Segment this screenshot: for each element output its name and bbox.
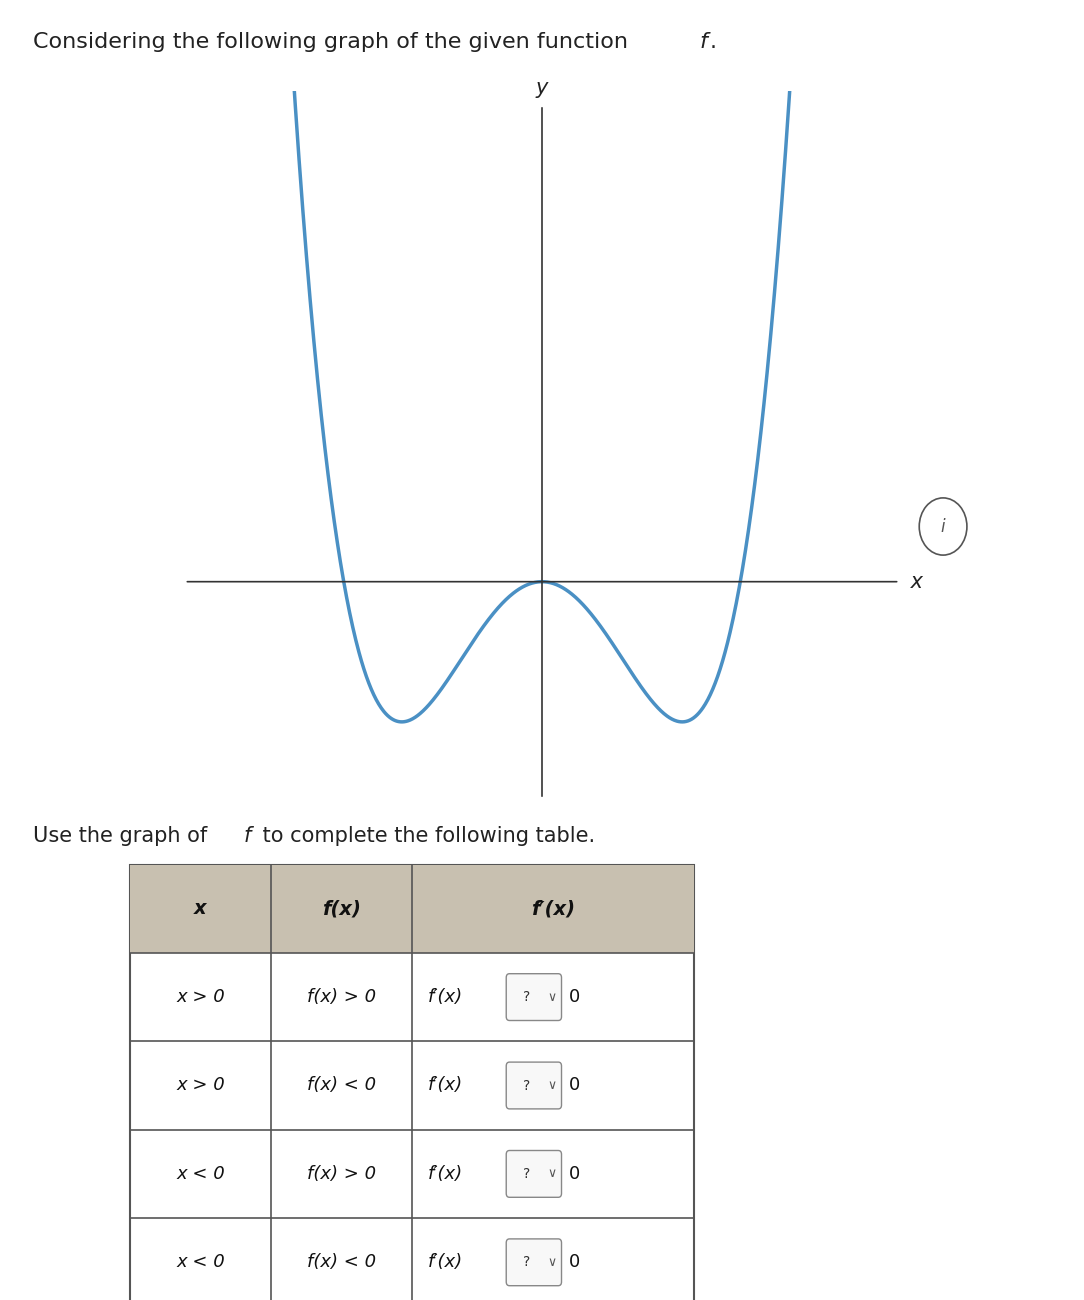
Text: f′(x): f′(x)	[531, 900, 575, 918]
Text: ?: ?	[522, 1079, 534, 1092]
Text: f′(x): f′(x)	[428, 1076, 463, 1095]
Text: to complete the following table.: to complete the following table.	[256, 826, 595, 845]
Text: 0: 0	[569, 988, 580, 1006]
Text: y: y	[535, 78, 549, 98]
Text: f′(x): f′(x)	[428, 1253, 463, 1271]
Text: Considering the following graph of the given function: Considering the following graph of the g…	[33, 32, 634, 52]
Text: i: i	[941, 517, 945, 536]
Text: f(x) < 0: f(x) < 0	[307, 1076, 376, 1095]
Text: ?: ?	[522, 1256, 534, 1269]
Text: ∨: ∨	[547, 1167, 556, 1180]
Text: ∨: ∨	[547, 1079, 556, 1092]
Text: 0: 0	[569, 1253, 580, 1271]
Text: f: f	[244, 826, 251, 845]
Text: f′(x): f′(x)	[428, 1165, 463, 1183]
Text: Use the graph of: Use the graph of	[33, 826, 214, 845]
Text: x < 0: x < 0	[177, 1253, 224, 1271]
Text: 0: 0	[569, 1076, 580, 1095]
Bar	[130, 864, 694, 1300]
FancyBboxPatch shape	[506, 1239, 562, 1286]
FancyBboxPatch shape	[506, 974, 562, 1021]
Text: ?: ?	[522, 1167, 534, 1180]
Text: x > 0: x > 0	[177, 1076, 224, 1095]
Text: x > 0: x > 0	[177, 988, 224, 1006]
Text: f: f	[699, 32, 707, 52]
Text: ?: ?	[522, 991, 534, 1004]
Text: ∨: ∨	[547, 991, 556, 1004]
Text: x: x	[194, 900, 207, 918]
Text: f(x) < 0: f(x) < 0	[307, 1253, 376, 1271]
FancyBboxPatch shape	[506, 1150, 562, 1197]
Text: f(x) > 0: f(x) > 0	[307, 988, 376, 1006]
Text: x: x	[904, 572, 922, 592]
Text: f′(x): f′(x)	[428, 988, 463, 1006]
Text: x < 0: x < 0	[177, 1165, 224, 1183]
FancyBboxPatch shape	[506, 1062, 562, 1109]
Text: f(x) > 0: f(x) > 0	[307, 1165, 376, 1183]
Text: 0: 0	[569, 1165, 580, 1183]
Bar	[130, 864, 694, 953]
Text: f(x): f(x)	[322, 900, 361, 918]
Text: ∨: ∨	[547, 1256, 556, 1269]
Text: .: .	[710, 32, 717, 52]
